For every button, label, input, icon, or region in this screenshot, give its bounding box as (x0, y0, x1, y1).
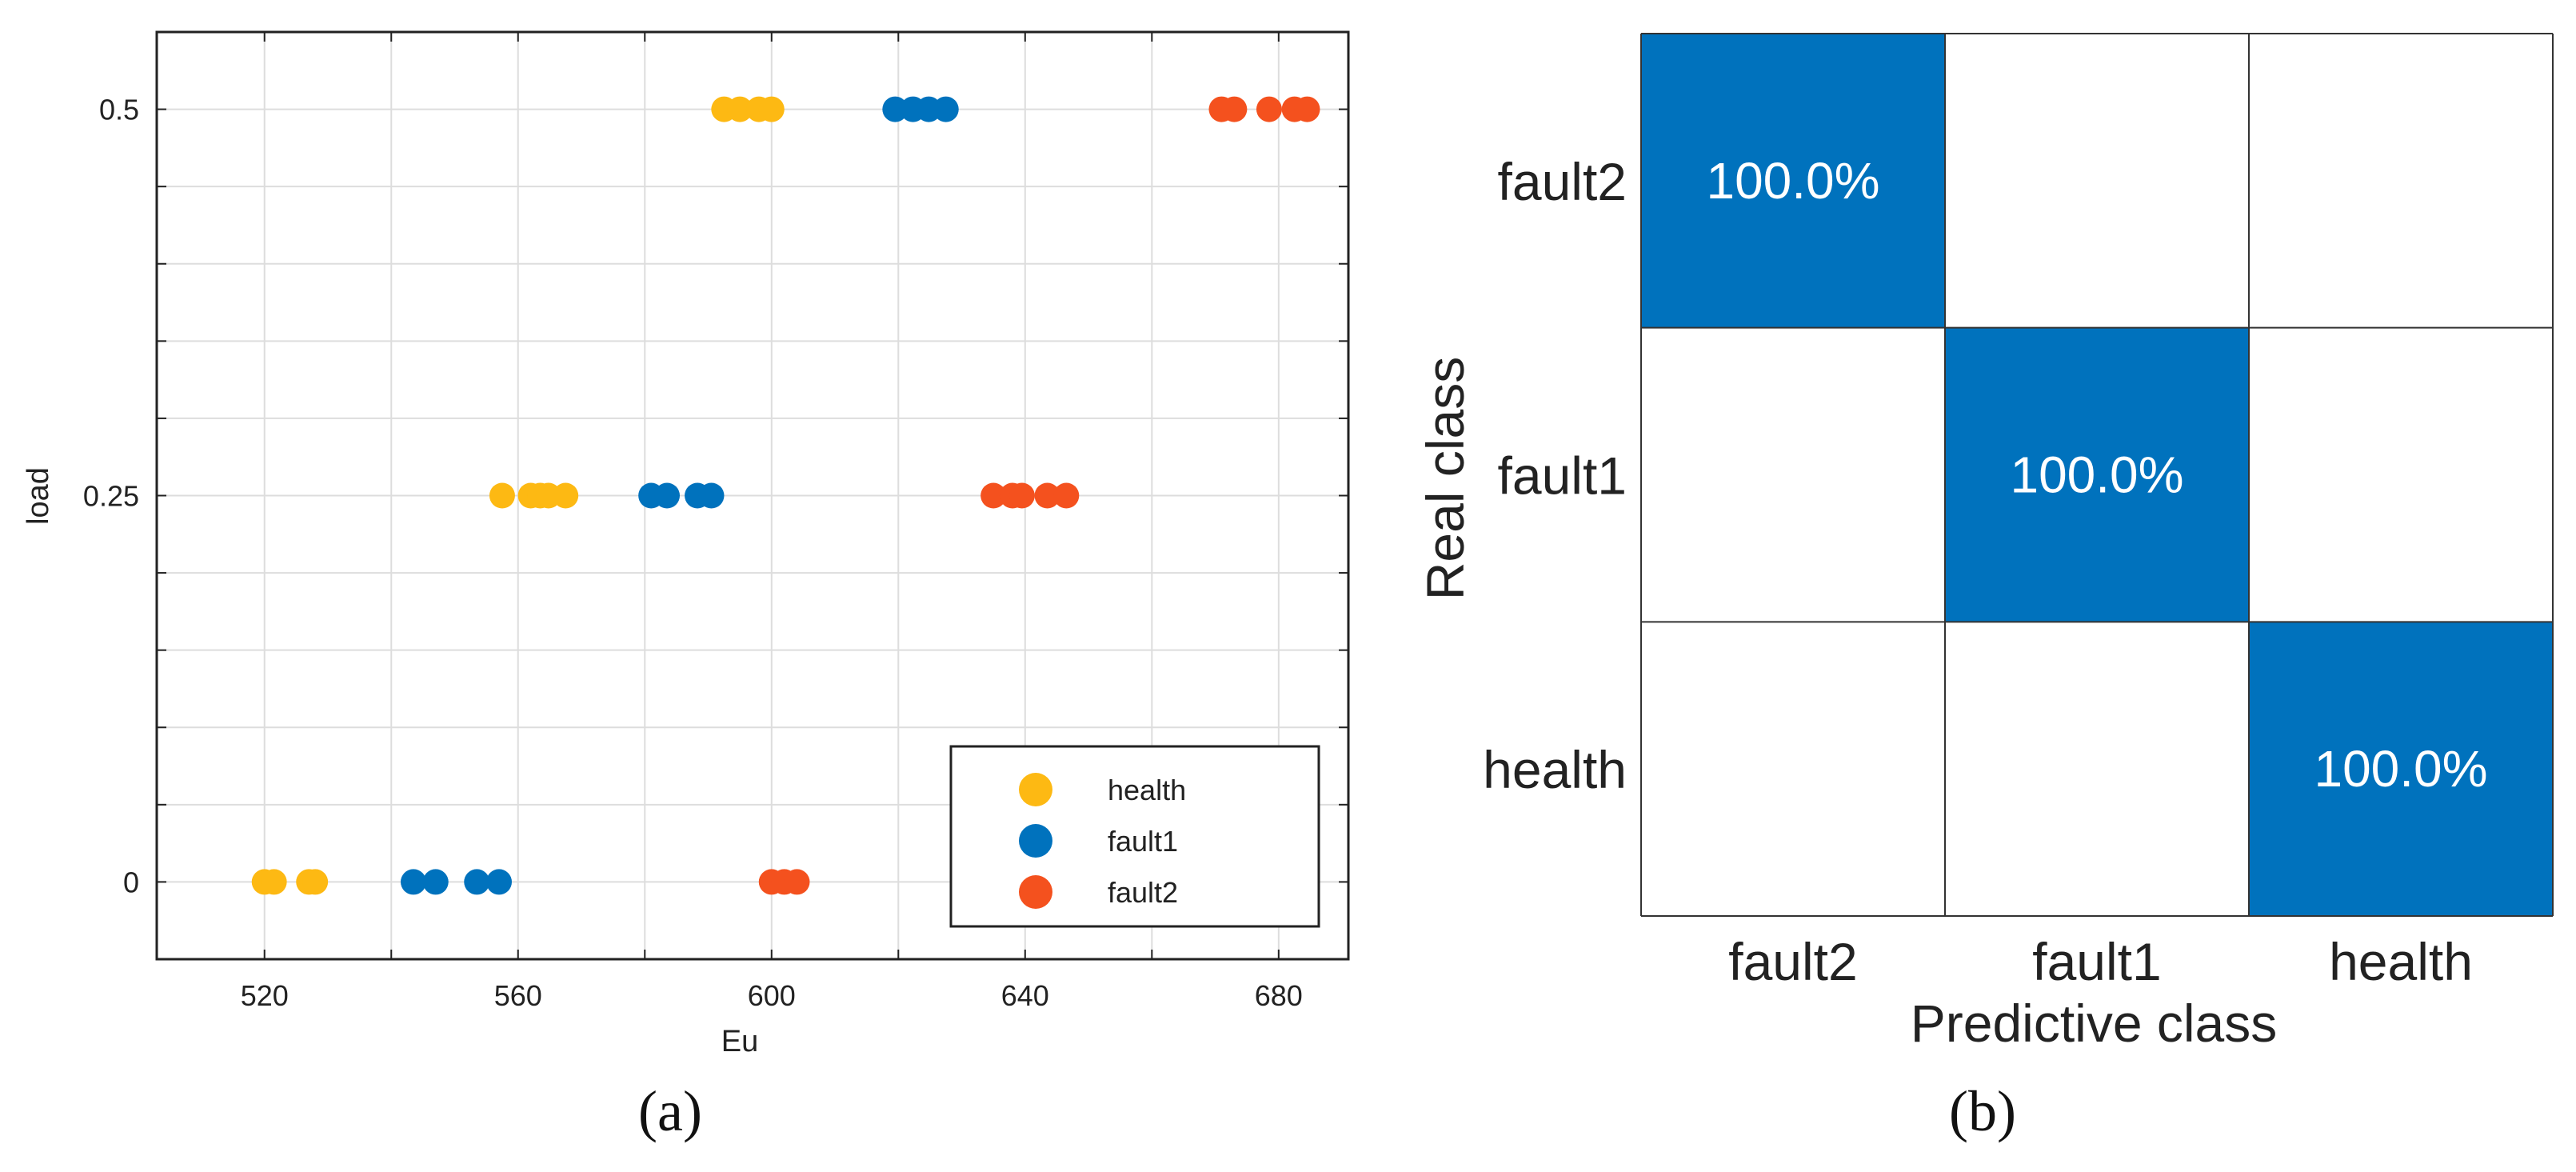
matrix-cell (1641, 327, 1945, 622)
y-axis-label: Real class (1416, 357, 1475, 600)
matrix-cell (1945, 622, 2249, 916)
x-category-labels: fault2 fault1 health (1728, 932, 2473, 991)
axis-ticks: 520 560 600 640 680 0 0.25 0.5 (83, 32, 1348, 1012)
data-points (251, 96, 1320, 895)
matrix-cell (2249, 622, 2553, 916)
matrix-grid (1640, 33, 2554, 917)
matrix-cell (2249, 34, 2553, 328)
data-point-health (489, 482, 515, 509)
data-point-fault1 (654, 482, 681, 509)
x-axis-label: Predictive class (1911, 994, 2278, 1053)
y-tick-label: 0.25 (83, 480, 139, 513)
x-axis-label: Eu (721, 1025, 758, 1058)
legend-marker-fault2 (1019, 875, 1052, 909)
matrix-cell-values: 100.0% 100.0% 100.0% (1706, 152, 2487, 798)
matrix-cell-value: 100.0% (1706, 152, 1879, 210)
data-point-fault1 (882, 96, 909, 122)
matrix-cell (1641, 622, 1945, 916)
matrix-cell (2249, 327, 2553, 622)
data-point-fault2 (980, 482, 1007, 509)
x-category-label: health (2329, 932, 2473, 991)
x-category-label: fault2 (1728, 932, 1857, 991)
y-tick-label: 0.5 (99, 94, 139, 126)
legend-marker-health (1019, 773, 1052, 806)
y-category-label: health (1483, 740, 1627, 799)
panel-label-a: (a) (638, 1079, 702, 1143)
y-tick-label: 0 (123, 866, 139, 898)
scatter-chart-panel: 520 560 600 640 680 0 0.25 0.5 Eu load health fa… (22, 30, 1350, 1143)
confusion-matrix-panel: 100.0% 100.0% 100.0% fault2 fault1 health fa… (1416, 33, 2554, 1143)
data-point-fault1 (464, 869, 490, 895)
data-point-fault2 (1256, 96, 1282, 122)
x-tick-label: 600 (748, 979, 796, 1012)
data-point-fault1 (933, 96, 959, 122)
panel-label-b: (b) (1949, 1079, 2016, 1143)
legend-marker-fault1 (1019, 824, 1052, 858)
data-point-fault1 (485, 869, 512, 895)
matrix-cell (1641, 34, 1945, 328)
legend-label-health: health (1108, 774, 1186, 806)
grid-lines (157, 32, 1348, 959)
data-point-fault1 (422, 869, 449, 895)
data-point-fault2 (1294, 96, 1320, 122)
data-point-fault1 (698, 482, 725, 509)
matrix-cell (1945, 327, 2249, 622)
matrix-cell (1945, 34, 2249, 328)
x-tick-label: 680 (1255, 979, 1303, 1012)
data-point-fault2 (1008, 482, 1035, 509)
legend: health fault1 fault2 (949, 745, 1320, 928)
data-point-fault2 (1034, 482, 1060, 509)
data-point-health (727, 96, 753, 122)
data-point-health (302, 869, 329, 895)
y-axis-label: load (22, 467, 55, 525)
matrix-cell-value: 100.0% (2010, 446, 2183, 504)
data-point-fault2 (784, 869, 810, 895)
matrix-cells (1641, 34, 2553, 916)
y-category-label: fault1 (1498, 446, 1627, 506)
y-category-labels: fault2 fault1 health (1483, 152, 1627, 799)
matrix-cell-value: 100.0% (2314, 740, 2487, 798)
x-tick-label: 520 (241, 979, 289, 1012)
data-point-health (553, 482, 579, 509)
data-point-fault1 (400, 869, 426, 895)
legend-label-fault2: fault2 (1108, 876, 1178, 909)
legend-label-fault1: fault1 (1108, 825, 1178, 858)
x-tick-label: 560 (494, 979, 542, 1012)
data-point-fault2 (1053, 482, 1080, 509)
x-category-label: fault1 (2032, 932, 2161, 991)
x-tick-label: 640 (1001, 979, 1049, 1012)
y-category-label: fault2 (1498, 152, 1627, 211)
data-point-fault2 (1221, 96, 1248, 122)
data-point-health (758, 96, 785, 122)
data-point-health (261, 869, 287, 895)
legend-box (949, 745, 1320, 928)
